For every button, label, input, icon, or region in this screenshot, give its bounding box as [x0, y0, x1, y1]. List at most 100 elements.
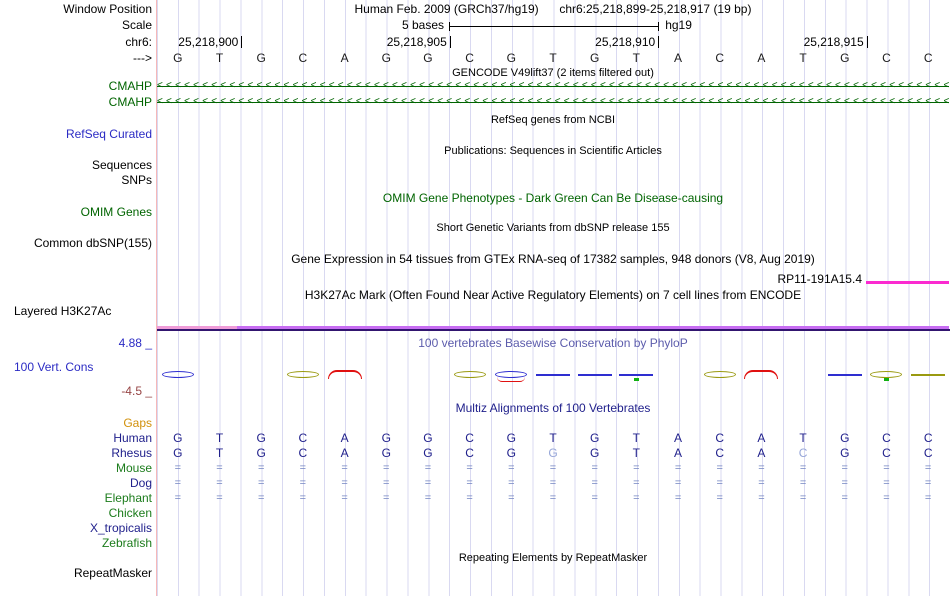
multiz-base-letter: T — [632, 446, 641, 460]
multiz-gap-mark: = — [424, 462, 432, 474]
conservation-track-title[interactable]: 100 vertebrates Basewise Conservation by… — [418, 336, 688, 350]
base-letter: G — [840, 51, 850, 65]
multiz-base-letter: G — [423, 446, 433, 460]
conservation-glyph — [327, 370, 362, 379]
refseq-track-title[interactable]: RefSeq genes from NCBI — [490, 114, 616, 126]
window-position-value: Human Feb. 2009 (GRCh37/hg19) chr6:25,21… — [157, 3, 949, 16]
h3k27ac-signal-segment[interactable] — [237, 326, 949, 329]
multiz-gap-mark: = — [716, 492, 723, 504]
gencode-track-title[interactable]: GENCODE V49lift37 (2 items filtered out) — [452, 67, 654, 79]
multiz-gap-mark: = — [216, 462, 223, 474]
base-letter: C — [715, 51, 725, 65]
multiz-base-letter: G — [381, 431, 391, 445]
ruler-tick-label: 25,218,915 — [803, 35, 864, 49]
multiz-base-letter: T — [215, 446, 224, 460]
conservation-glyph — [827, 374, 862, 376]
conservation-glyph — [703, 371, 736, 378]
multiz-gap-mark: = — [633, 477, 640, 489]
refseq-curated-label[interactable]: RefSeq Curated — [65, 127, 152, 141]
multiz-gap-mark: = — [508, 492, 515, 504]
multiz-gap-mark: = — [257, 477, 265, 489]
multiz-gap-mark: = — [799, 462, 807, 474]
multiz-gap-mark: = — [174, 462, 182, 474]
multiz-species-label[interactable]: Elephant — [104, 491, 152, 505]
multiz-gap-mark: = — [883, 492, 890, 504]
base-letter: G — [256, 51, 266, 65]
position-range: chr6:25,218,899-25,218,917 (19 bp) — [559, 2, 752, 16]
multiz-base-letter: C — [715, 446, 725, 460]
vert-cons-label[interactable]: 100 Vert. Cons — [14, 360, 94, 374]
multiz-species-label[interactable]: Zebrafish — [101, 536, 152, 550]
multiz-gap-mark: = — [716, 477, 723, 489]
multiz-species-label[interactable]: Dog — [129, 476, 152, 490]
conservation-glyph-under — [497, 377, 526, 382]
gtex-gene-bar[interactable] — [865, 281, 949, 284]
multiz-base-letter: C — [715, 431, 725, 445]
multiz-species-label[interactable]: Human — [113, 431, 152, 445]
multiz-base-letter: T — [632, 431, 641, 445]
multiz-gap-mark: = — [508, 477, 515, 489]
scale-label: Scale — [121, 18, 152, 32]
multiz-base-letter: G — [589, 446, 600, 460]
multiz-base-letter: G — [840, 431, 850, 445]
multiz-gap-mark: = — [424, 492, 432, 504]
base-letter: A — [674, 51, 683, 65]
dbsnp-track-title[interactable]: Short Genetic Variants from dbSNP releas… — [436, 222, 670, 234]
omim-track-title[interactable]: OMIM Gene Phenotypes - Dark Green Can Be… — [382, 191, 724, 205]
scale-ruler — [448, 22, 660, 31]
multiz-gap-mark: = — [633, 462, 640, 474]
base-letter: C — [465, 51, 474, 65]
multiz-base-letter: A — [340, 446, 349, 460]
multiz-gap-mark: = — [716, 462, 723, 474]
h3k27ac-track-title[interactable]: H3K27Ac Mark (Often Found Near Active Re… — [304, 288, 802, 302]
multiz-gap-mark: = — [299, 492, 307, 504]
multiz-gap-mark: = — [383, 462, 390, 474]
multiz-species-label[interactable]: Rhesus — [111, 446, 152, 460]
multiz-gap-mark: = — [924, 477, 932, 489]
multiz-gap-mark: = — [758, 462, 765, 474]
base-letter: G — [423, 51, 433, 65]
h3k27ac-signal-segment[interactable] — [157, 326, 238, 329]
multiz-species-label[interactable]: X_tropicalis — [89, 521, 152, 535]
gencode-gene-strand-line[interactable]: <<<<<<<<<<<<<<<<<<<<<<<<<<<<<<<<<<<<<<<<… — [157, 80, 949, 92]
publications-track-title[interactable]: Publications: Sequences in Scientific Ar… — [444, 145, 662, 157]
ruler-tick-mark — [241, 36, 243, 48]
conservation-glyph — [744, 370, 779, 379]
repeatmasker-track-title[interactable]: Repeating Elements by RepeatMasker — [458, 552, 648, 564]
assembly-title: Human Feb. 2009 (GRCh37/hg19) — [354, 2, 539, 16]
ruler-tick-mark — [449, 36, 451, 48]
layered-h3k27ac-label[interactable]: Layered H3K27Ac — [14, 304, 112, 318]
repeatmasker-label[interactable]: RepeatMasker — [73, 566, 152, 580]
multiz-species-label[interactable]: Mouse — [115, 461, 152, 475]
gencode-gene-strand-line[interactable]: <<<<<<<<<<<<<<<<<<<<<<<<<<<<<<<<<<<<<<<<… — [157, 96, 949, 108]
multiz-species-label[interactable]: Gaps — [123, 416, 152, 430]
multiz-gap-mark: = — [841, 492, 848, 504]
gencode-gene-label[interactable]: CMAHP — [108, 95, 152, 109]
multiz-base-letter: C — [298, 446, 308, 460]
gencode-gene-label[interactable]: CMAHP — [108, 79, 152, 93]
gtex-track-title[interactable]: Gene Expression in 54 tissues from GTEx … — [291, 252, 815, 266]
multiz-gap-mark: = — [174, 492, 182, 504]
multiz-track-title[interactable]: Multiz Alignments of 100 Vertebrates — [455, 401, 651, 415]
base-letter: C — [923, 51, 933, 65]
omim-genes-label[interactable]: OMIM Genes — [80, 205, 152, 219]
conservation-max-value: 4.88 _ — [118, 336, 152, 350]
multiz-gap-mark: = — [799, 477, 807, 489]
multiz-base-letter: T — [215, 431, 224, 445]
multiz-base-letter: A — [674, 446, 683, 460]
multiz-base-letter: G — [506, 446, 516, 460]
snps-label[interactable]: SNPs — [121, 173, 152, 187]
sequences-label[interactable]: Sequences — [91, 158, 152, 172]
base-letter: A — [757, 51, 766, 65]
ruler-tick-label: 25,218,910 — [595, 35, 656, 49]
conservation-glyph — [619, 374, 654, 376]
multiz-base-letter: C — [923, 431, 933, 445]
conservation-glyph-under — [884, 378, 890, 381]
multiz-base-letter: C — [882, 431, 891, 445]
gtex-gene-label[interactable]: RP11-191A15.4 — [777, 272, 862, 286]
common-dbsnp-label[interactable]: Common dbSNP(155) — [33, 236, 152, 250]
multiz-gap-mark: = — [508, 462, 515, 474]
multiz-species-label[interactable]: Chicken — [108, 506, 152, 520]
multiz-base-letter: G — [506, 431, 516, 445]
